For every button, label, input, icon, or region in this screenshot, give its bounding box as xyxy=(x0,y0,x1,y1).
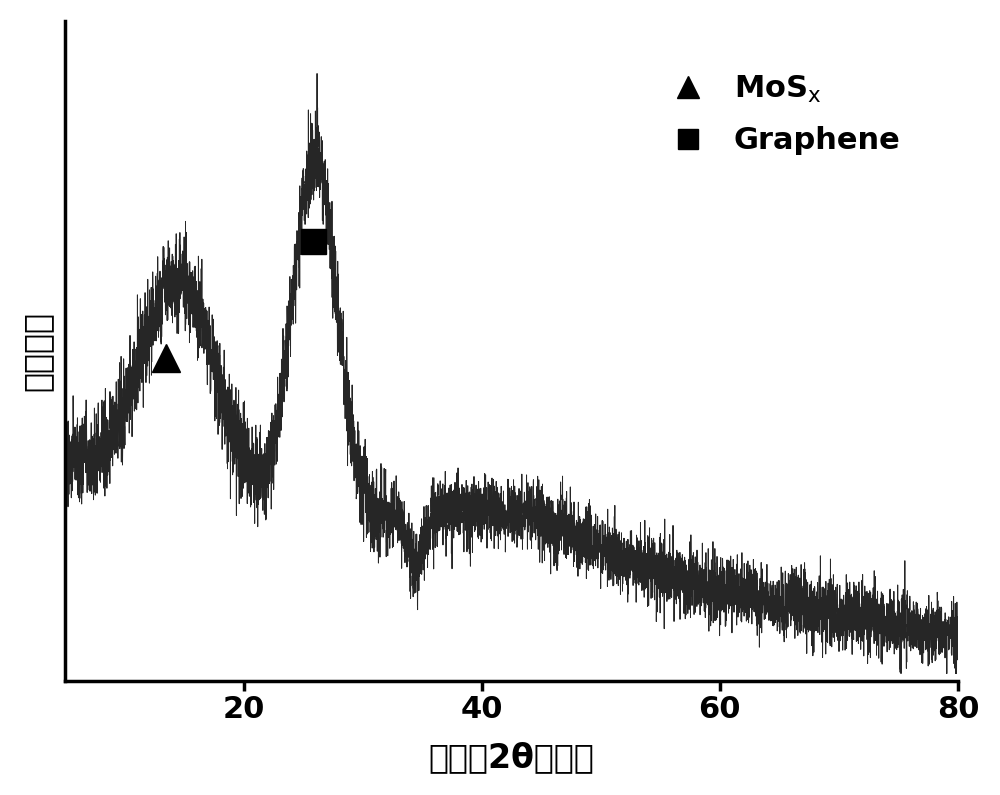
Legend: MoS$_\mathrm{x}$, Graphene: MoS$_\mathrm{x}$, Graphene xyxy=(633,49,925,180)
X-axis label: 衍射角2θ（度）: 衍射角2θ（度） xyxy=(428,741,594,774)
Y-axis label: 相对强度: 相对强度 xyxy=(21,311,54,391)
